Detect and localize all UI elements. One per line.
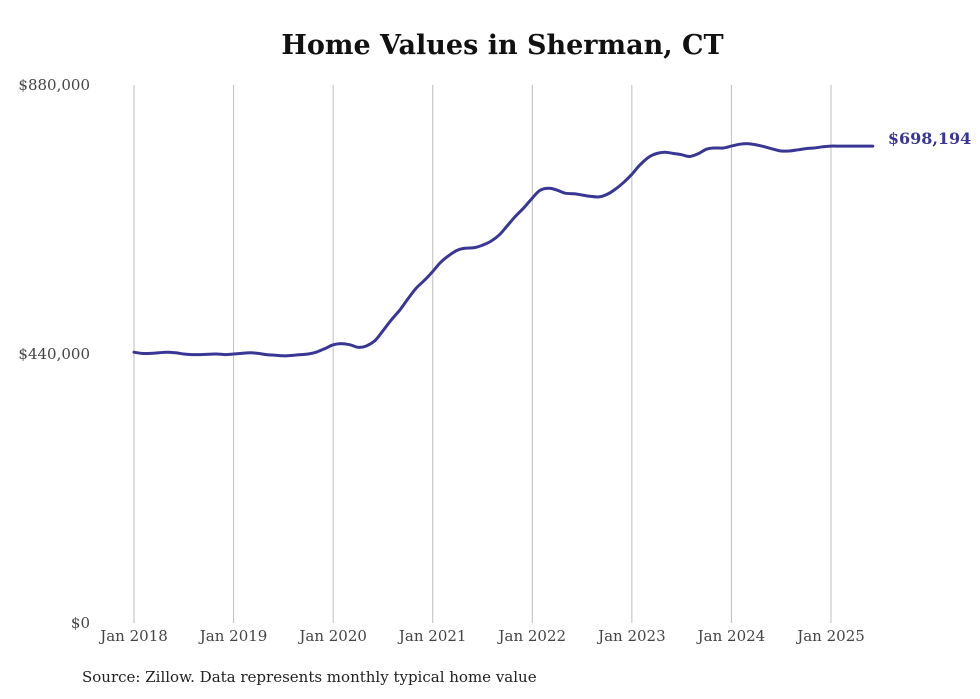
x-tick-label: Jan 2023 (596, 627, 666, 645)
chart-title: Home Values in Sherman, CT (281, 30, 724, 61)
x-tick-label: Jan 2022 (497, 627, 567, 645)
x-tick-label: Jan 2020 (297, 627, 367, 645)
y-tick-label: $440,000 (18, 345, 90, 363)
x-tick-label: Jan 2021 (397, 627, 467, 645)
y-tick-label: $880,000 (18, 76, 90, 94)
x-tick-label: Jan 2018 (98, 627, 168, 645)
x-tick-label: Jan 2024 (696, 627, 766, 645)
y-axis-ticks: $0 $440,000 $880,000 (18, 76, 90, 632)
series-line (132, 142, 875, 358)
y-tick-label: $0 (71, 614, 90, 632)
end-value-label: $698,194 (888, 129, 972, 148)
x-tick-label: Jan 2019 (198, 627, 268, 645)
x-tick-label: Jan 2025 (795, 627, 865, 645)
source-note: Source: Zillow. Data represents monthly … (82, 668, 537, 686)
x-axis-ticks: Jan 2018 Jan 2019 Jan 2020 Jan 2021 Jan 2022… (98, 627, 865, 645)
